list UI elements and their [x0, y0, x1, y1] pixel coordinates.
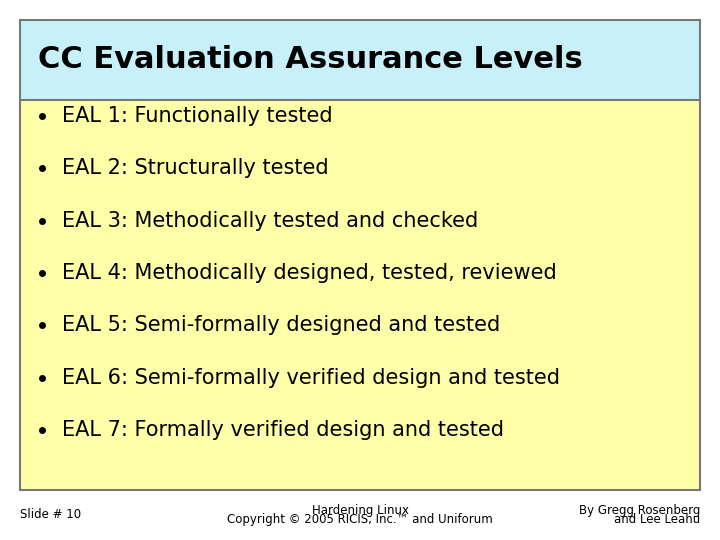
Text: EAL 7: Formally verified design and tested: EAL 7: Formally verified design and test… — [62, 420, 504, 440]
Bar — [20, 100, 700, 490]
Text: EAL 4: Methodically designed, tested, reviewed: EAL 4: Methodically designed, tested, re… — [62, 263, 557, 283]
Text: and Lee Leahu: and Lee Leahu — [613, 513, 700, 526]
Bar — [20, 20, 700, 490]
Text: EAL 6: Semi-formally verified design and tested: EAL 6: Semi-formally verified design and… — [62, 368, 560, 388]
Text: CC Evaluation Assurance Levels: CC Evaluation Assurance Levels — [38, 45, 582, 75]
Text: Hardening Linux: Hardening Linux — [312, 504, 408, 517]
Text: Slide # 10: Slide # 10 — [20, 509, 81, 522]
Bar — [20, 20, 700, 100]
Text: EAL 3: Methodically tested and checked: EAL 3: Methodically tested and checked — [62, 211, 478, 231]
Text: EAL 1: Functionally tested: EAL 1: Functionally tested — [62, 106, 333, 126]
Text: Copyright © 2005 RICIS, Inc.™ and Uniforum: Copyright © 2005 RICIS, Inc.™ and Unifor… — [227, 513, 493, 526]
Text: By Gregg Rosenberg: By Gregg Rosenberg — [579, 504, 700, 517]
Text: EAL 2: Structurally tested: EAL 2: Structurally tested — [62, 158, 328, 178]
Text: EAL 5: Semi-formally designed and tested: EAL 5: Semi-formally designed and tested — [62, 315, 500, 335]
